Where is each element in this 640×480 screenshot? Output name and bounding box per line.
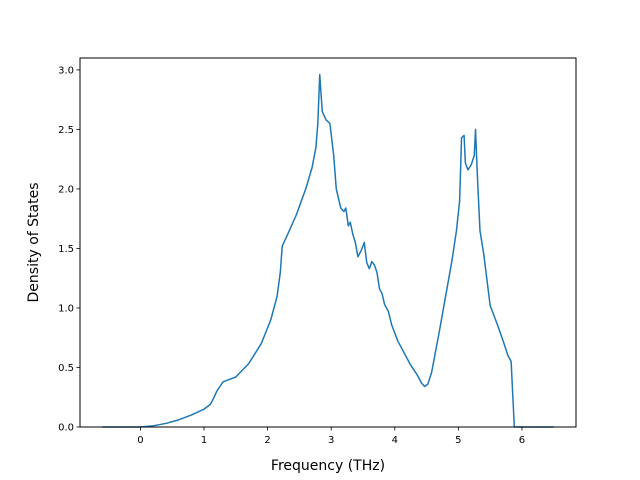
x-tick-label: 5 bbox=[455, 435, 461, 446]
y-tick-label: 0.5 bbox=[58, 363, 74, 374]
x-axis-label: Frequency (THz) bbox=[271, 458, 385, 474]
y-axis-label: Density of States bbox=[26, 183, 42, 303]
x-tick-label: 3 bbox=[328, 435, 334, 446]
x-tick-label: 6 bbox=[519, 435, 525, 446]
y-tick-label: 3.0 bbox=[58, 65, 74, 76]
x-tick-label: 1 bbox=[201, 435, 207, 446]
y-axis: 0.0 0.5 1.0 1.5 2.0 2.5 3.0 bbox=[58, 65, 80, 434]
y-tick-label: 0.0 bbox=[58, 423, 74, 434]
axes-frame bbox=[79, 57, 577, 428]
x-tick-label: 2 bbox=[264, 435, 270, 446]
x-axis: 0 1 2 3 4 5 6 bbox=[137, 427, 525, 446]
y-tick-label: 2.0 bbox=[58, 184, 74, 195]
y-tick-label: 2.5 bbox=[58, 125, 74, 136]
y-tick-label: 1.5 bbox=[58, 244, 74, 255]
x-tick-label: 0 bbox=[137, 435, 143, 446]
y-tick-label: 1.0 bbox=[58, 303, 74, 314]
x-tick-label: 4 bbox=[392, 435, 398, 446]
dos-series-line bbox=[102, 73, 554, 428]
